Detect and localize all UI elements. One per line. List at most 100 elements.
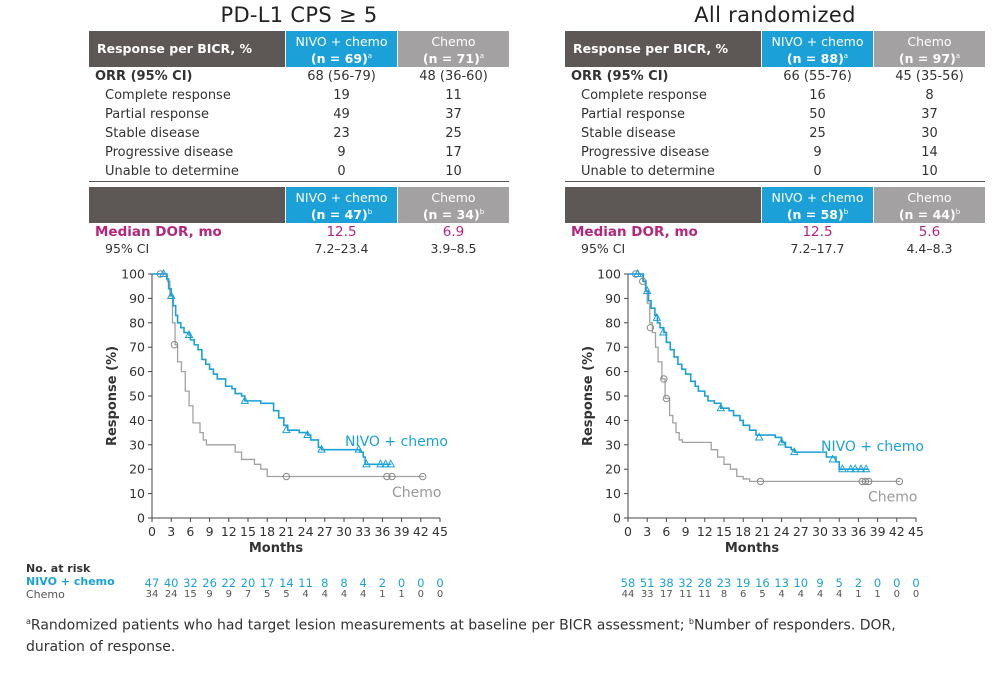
header-nivo: NIVO + chemo (n = 47)b xyxy=(286,187,397,223)
at-risk-nivo-value: 26 xyxy=(202,576,217,590)
y-tick-label: 0 xyxy=(613,511,621,526)
number-at-risk: No. at risk NIVO + chemo Chemo 47 40 32 26 2… xyxy=(0,562,1000,604)
y-tick-label: 0 xyxy=(137,511,145,526)
at-risk-nivo-value: 8 xyxy=(340,576,348,590)
at-risk-nivo-value: 40 xyxy=(163,576,179,590)
nivo-censor-mark xyxy=(362,459,371,468)
at-risk-nivo-value: 0 xyxy=(436,576,444,590)
table-row: Complete response 16 8 xyxy=(581,88,934,103)
response-table-header: Response per BICR, % NIVO + chemo (n = 69… xyxy=(89,31,509,67)
chemo-censor-mark xyxy=(660,375,668,383)
at-risk-chemo-value: 33 xyxy=(640,589,654,600)
at-risk-chemo-value: 44 xyxy=(621,589,635,600)
header-chemo: Chemo (n = 97)a xyxy=(874,31,985,67)
dor-table-header: NIVO + chemo (n = 58)b Chemo (n = 44)b xyxy=(565,187,985,223)
at-risk-nivo-value: 8 xyxy=(321,576,329,590)
header-label: Response per BICR, % xyxy=(565,31,761,67)
y-tick-label: 30 xyxy=(129,437,145,452)
at-risk-chemo-value: 17 xyxy=(660,589,673,600)
at-risk-nivo-value: 0 xyxy=(912,576,920,590)
at-risk-nivo-label: NIVO + chemo xyxy=(26,575,115,588)
at-risk-nivo-value: 9 xyxy=(816,576,824,590)
panel-all-randomized: All randomized Response per BICR, % NIVO… xyxy=(565,0,985,612)
chemo-series-label: Chemo xyxy=(868,490,917,506)
nivo-censor-mark xyxy=(850,464,860,473)
x-axis-label: Months xyxy=(249,541,304,556)
x-tick-label: 42 xyxy=(889,524,905,539)
x-tick-label: 30 xyxy=(812,524,828,539)
at-risk-nivo-value: 19 xyxy=(735,576,751,590)
at-risk-chemo-value: 5 xyxy=(264,589,271,600)
nivo-censor-mark xyxy=(658,327,668,336)
nivo-censor-mark xyxy=(184,329,194,338)
at-risk-chemo-value: 1 xyxy=(379,589,386,600)
chemo-curve xyxy=(628,273,900,483)
y-tick-label: 30 xyxy=(605,437,621,452)
at-risk-chemo-value: 4 xyxy=(340,589,348,600)
table-row: Median DOR, mo 12.5 6.9 xyxy=(95,224,465,240)
y-tick-label: 100 xyxy=(121,267,145,282)
x-tick-label: 36 xyxy=(850,524,866,539)
x-tick-label: 24 xyxy=(774,524,790,539)
chemo-censor-mark xyxy=(646,323,655,332)
at-risk-chemo-value: 1 xyxy=(874,589,881,600)
at-risk-nivo-value: 0 xyxy=(893,576,901,590)
table-row: Progressive disease 9 14 xyxy=(581,145,938,160)
chemo-censor-mark xyxy=(861,477,870,486)
at-risk-chemo-value: 6 xyxy=(740,589,747,600)
at-risk-nivo-value: 2 xyxy=(854,576,863,590)
at-risk-nivo-value: 22 xyxy=(221,576,237,590)
at-risk-chemo-value: 9 xyxy=(225,589,232,600)
table-row: Partial response 50 37 xyxy=(581,107,938,122)
at-risk-chemo-value: 1 xyxy=(855,589,862,600)
at-risk-chemo-value: 1 xyxy=(398,589,405,600)
header-chemo: Chemo (n = 71)a xyxy=(398,31,509,67)
nivo-censor-mark xyxy=(240,395,250,404)
header-chemo: Chemo (n = 34)b xyxy=(398,187,509,223)
at-risk-nivo-value: 2 xyxy=(378,576,387,590)
at-risk-chemo-value: 4 xyxy=(816,589,824,600)
x-tick-label: 45 xyxy=(432,524,448,539)
at-risk-chemo-value: 24 xyxy=(164,589,178,600)
table-row: Partial response 49 37 xyxy=(105,107,462,122)
response-table-header: Response per BICR, % NIVO + chemo (n = 88… xyxy=(565,31,985,67)
header-blank xyxy=(565,187,761,223)
y-tick-label: 40 xyxy=(129,413,145,428)
y-tick-label: 50 xyxy=(605,389,621,404)
dor-rows: Median DOR, mo 12.5 5.6 95% CI 7.2–17.7 4.4–… xyxy=(565,224,985,256)
at-risk-chemo-value: 4 xyxy=(360,589,367,600)
x-tick-label: 9 xyxy=(206,524,214,539)
y-tick-label: 10 xyxy=(605,486,621,501)
x-tick-label: 12 xyxy=(697,524,713,539)
chemo-censor-mark xyxy=(864,477,873,486)
x-tick-label: 21 xyxy=(754,524,770,539)
chemo-censor-mark xyxy=(662,394,671,403)
panel-title: PD-L1 CPS ≥ 5 xyxy=(220,3,378,27)
nivo-censor-mark xyxy=(633,268,642,277)
dor-table-header: NIVO + chemo (n = 47)b Chemo (n = 34)b xyxy=(89,187,509,223)
chemo-censor-mark xyxy=(383,472,391,481)
at-risk-chemo-value: 5 xyxy=(759,589,766,600)
at-risk-nivo-value: 58 xyxy=(620,576,636,590)
chemo-censor-mark xyxy=(895,477,904,486)
panel-pdl1: PD-L1 CPS ≥ 5 Response per BICR, % NIVO … xyxy=(89,0,509,612)
nivo-censor-mark xyxy=(790,447,799,456)
x-tick-label: 27 xyxy=(793,524,809,539)
chemo-censor-mark xyxy=(756,477,765,486)
at-risk-title: No. at risk xyxy=(26,562,91,575)
x-tick-label: 15 xyxy=(240,524,256,539)
x-tick-label: 33 xyxy=(831,524,847,539)
at-risk-chemo-value: 4 xyxy=(778,589,785,600)
nivo-censor-mark xyxy=(166,290,176,299)
at-risk-chemo-value: 11 xyxy=(698,589,712,600)
at-risk-chemo-value: 0 xyxy=(436,589,444,600)
at-risk-nivo-value: 0 xyxy=(873,576,882,590)
at-risk-nivo-value: 16 xyxy=(755,576,770,590)
nivo-censor-mark xyxy=(386,459,396,468)
x-tick-label: 27 xyxy=(317,524,333,539)
nivo-curve xyxy=(152,273,392,466)
at-risk-chemo-value: 5 xyxy=(283,589,290,600)
header-nivo: NIVO + chemo (n = 69)a xyxy=(286,31,397,67)
